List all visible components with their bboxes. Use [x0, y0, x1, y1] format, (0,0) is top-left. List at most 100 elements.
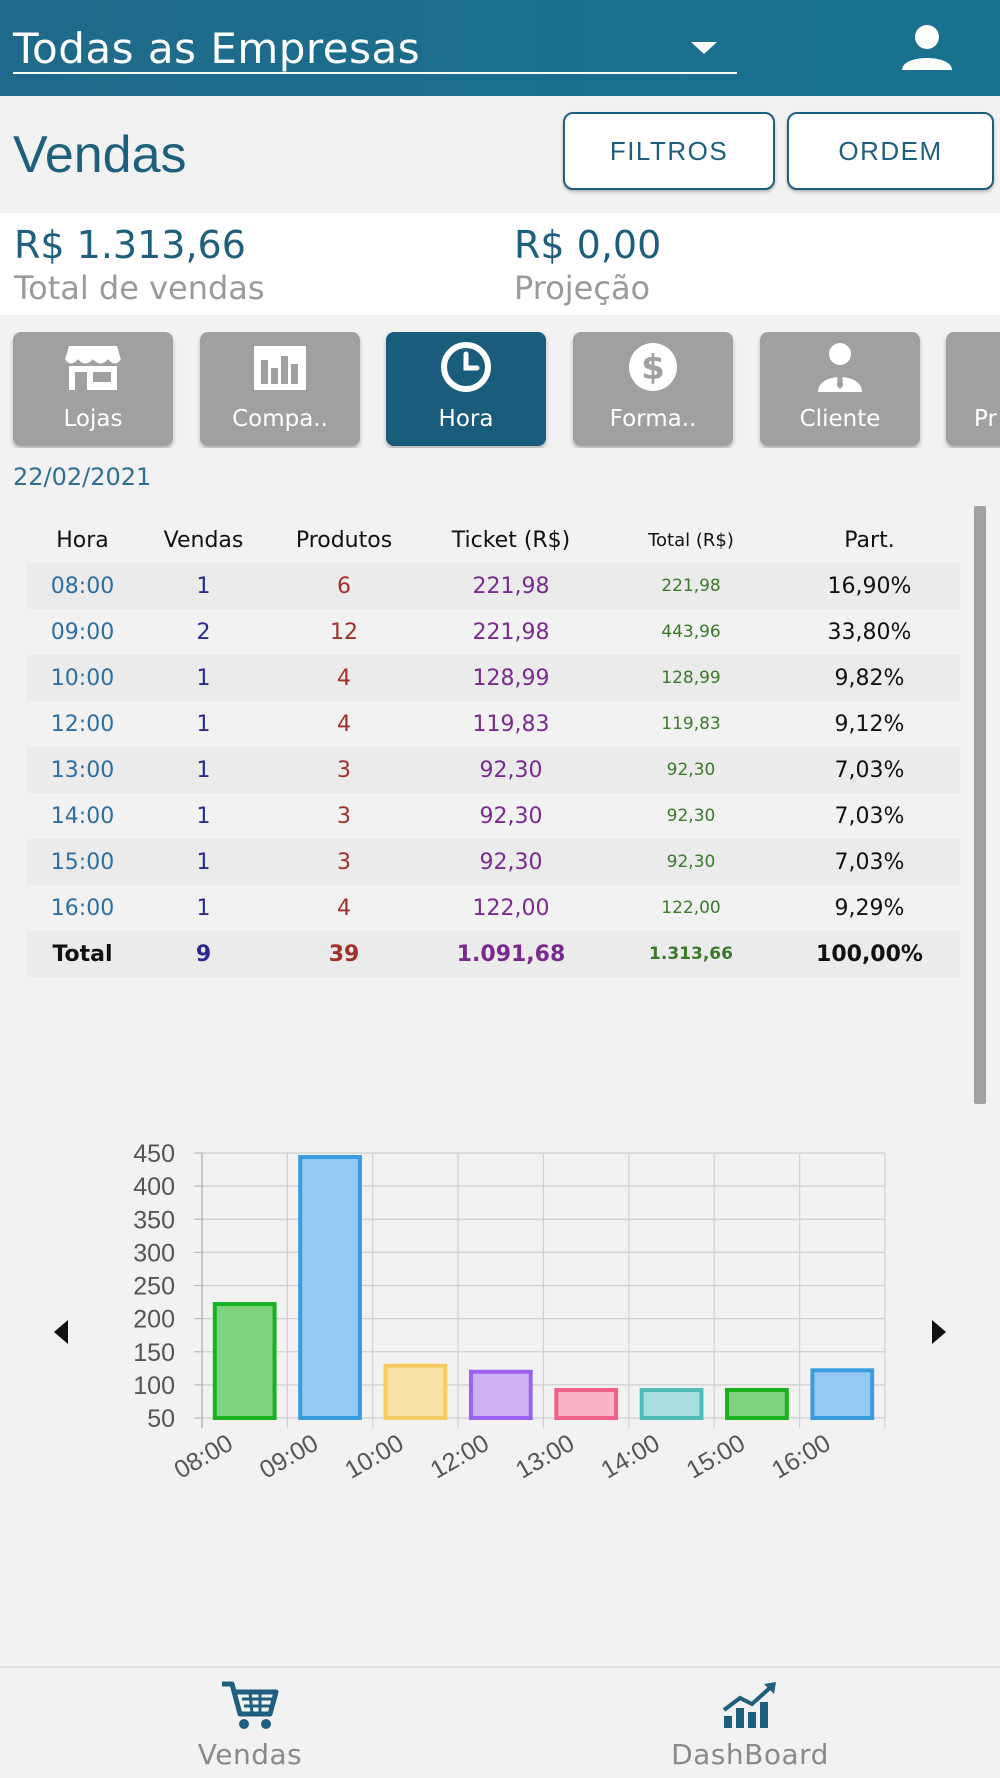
cell-ticket: 122,00: [472, 895, 550, 921]
tab-forma[interactable]: $ Forma..: [573, 332, 733, 446]
bar-chart-icon: [254, 346, 306, 390]
company-select[interactable]: Todas as Empresas: [13, 18, 737, 74]
tab-lojas[interactable]: Lojas: [13, 332, 173, 446]
chart-next-arrow-icon[interactable]: [932, 1320, 946, 1344]
tab-label: Compa..: [232, 406, 328, 432]
cell-total: 221,98: [661, 576, 721, 596]
cell-part: 9,29%: [834, 895, 905, 921]
cell-total: 92,30: [666, 806, 716, 826]
order-button[interactable]: ORDEM: [787, 112, 994, 190]
table-row[interactable]: 08:00 1 6 221,98 221,98 16,90%: [27, 563, 960, 609]
cell-produtos: 3: [337, 803, 351, 829]
clock-icon: [441, 342, 491, 392]
tab-label: Cliente: [799, 406, 881, 432]
tab-hora[interactable]: Hora: [386, 332, 546, 446]
chart-bar[interactable]: [639, 1387, 704, 1420]
col-total[interactable]: Total (R$): [648, 529, 734, 551]
page-title: Vendas: [13, 126, 187, 184]
category-tabs: Lojas Compa.. Hora $ Forma.. Cliente: [0, 332, 1000, 448]
cell-total: 128,99: [661, 668, 721, 688]
cell-vendas: 1: [196, 803, 211, 829]
cell-hora: 16:00: [50, 895, 115, 921]
tab-companhia[interactable]: Compa..: [200, 332, 360, 446]
col-hora[interactable]: Hora: [56, 527, 109, 553]
tab-label: Forma..: [609, 406, 697, 432]
cell-ticket: 92,30: [479, 757, 543, 783]
y-tick-label: 200: [133, 1306, 175, 1334]
cell-part: 7,03%: [834, 757, 905, 783]
table-row[interactable]: 14:00 1 3 92,30 92,30 7,03%: [27, 793, 960, 839]
table-row[interactable]: 12:00 1 4 119,83 119,83 9,12%: [27, 701, 960, 747]
table-scrollbar[interactable]: [974, 506, 986, 1104]
x-tick-label: 13:00: [511, 1429, 579, 1485]
cell-ticket: 221,98: [472, 619, 550, 645]
company-select-value: Todas as Empresas: [13, 24, 421, 73]
cell-produtos: 3: [337, 757, 351, 783]
chart-prev-arrow-icon[interactable]: [54, 1320, 68, 1344]
total-part: 100,00%: [779, 931, 960, 977]
col-produtos[interactable]: Produtos: [295, 527, 393, 553]
chart-bar[interactable]: [468, 1369, 533, 1421]
table-row[interactable]: 16:00 1 4 122,00 122,00 9,29%: [27, 885, 960, 931]
date-label: 22/02/2021: [13, 463, 152, 491]
cell-vendas: 1: [196, 711, 211, 737]
total-total: 1.313,66: [603, 931, 779, 977]
y-tick-label: 50: [147, 1405, 175, 1433]
cell-part: 9,12%: [834, 711, 905, 737]
nav-vendas[interactable]: Vendas: [100, 1668, 400, 1778]
cell-part: 7,03%: [834, 803, 905, 829]
projection-value: R$ 0,00: [514, 223, 662, 267]
x-tick-label: 16:00: [767, 1429, 835, 1485]
cell-hora: 14:00: [50, 803, 115, 829]
cell-produtos: 4: [337, 665, 351, 691]
nav-dashboard[interactable]: DashBoard: [600, 1668, 900, 1778]
cell-produtos: 4: [337, 711, 351, 737]
cell-produtos: 6: [337, 573, 351, 599]
total-sales-block: R$ 1.313,66 Total de vendas: [14, 223, 265, 307]
col-ticket[interactable]: Ticket (R$): [451, 527, 571, 553]
tab-cliente[interactable]: Cliente: [760, 332, 920, 446]
chart-bar[interactable]: [725, 1387, 789, 1420]
filters-button[interactable]: FILTROS: [563, 112, 775, 190]
cell-hora: 10:00: [50, 665, 115, 691]
cell-ticket: 221,98: [472, 573, 550, 599]
projection-label: Projeção: [514, 269, 651, 307]
table-row[interactable]: 10:00 1 4 128,99 128,99 9,82%: [27, 655, 960, 701]
cell-ticket: 92,30: [479, 849, 543, 875]
cell-total: 92,30: [666, 760, 716, 780]
cart-icon: [222, 1681, 279, 1729]
col-part[interactable]: Part.: [844, 527, 895, 553]
bottom-nav: Vendas DashBoard: [0, 1666, 1000, 1778]
chart-bar[interactable]: [298, 1155, 362, 1420]
chevron-down-icon: [691, 42, 717, 54]
chart-bar[interactable]: [212, 1302, 277, 1420]
chart-bar[interactable]: [810, 1368, 875, 1421]
y-tick-label: 450: [133, 1140, 175, 1168]
table-row[interactable]: 09:00 2 12 221,98 443,96 33,80%: [27, 609, 960, 655]
y-tick-label: 150: [133, 1339, 175, 1367]
x-tick-label: 09:00: [255, 1429, 323, 1485]
chart-bar[interactable]: [554, 1387, 619, 1420]
total-label: Total: [27, 931, 138, 977]
person-icon: [818, 343, 862, 392]
table-row[interactable]: 13:00 1 3 92,30 92,30 7,03%: [27, 747, 960, 793]
x-tick-label: 15:00: [682, 1429, 750, 1485]
user-icon[interactable]: [898, 24, 956, 72]
col-vendas[interactable]: Vendas: [163, 527, 244, 553]
cell-part: 33,80%: [827, 619, 912, 645]
cell-produtos: 12: [330, 619, 358, 645]
chart-bar[interactable]: [383, 1363, 448, 1420]
cell-produtos: 3: [337, 849, 351, 875]
cell-vendas: 1: [196, 895, 211, 921]
growth-chart-icon: [722, 1682, 776, 1728]
cell-hora: 08:00: [50, 573, 115, 599]
cell-hora: 12:00: [50, 711, 115, 737]
tab-label: Hora: [438, 406, 494, 432]
tab-produtos[interactable]: Pr: [946, 332, 1000, 446]
cell-ticket: 128,99: [472, 665, 550, 691]
x-tick-label: 12:00: [426, 1429, 494, 1485]
table-row[interactable]: 15:00 1 3 92,30 92,30 7,03%: [27, 839, 960, 885]
cell-vendas: 2: [196, 619, 211, 645]
cell-total: 92,30: [666, 852, 716, 872]
cell-ticket: 119,83: [472, 711, 550, 737]
